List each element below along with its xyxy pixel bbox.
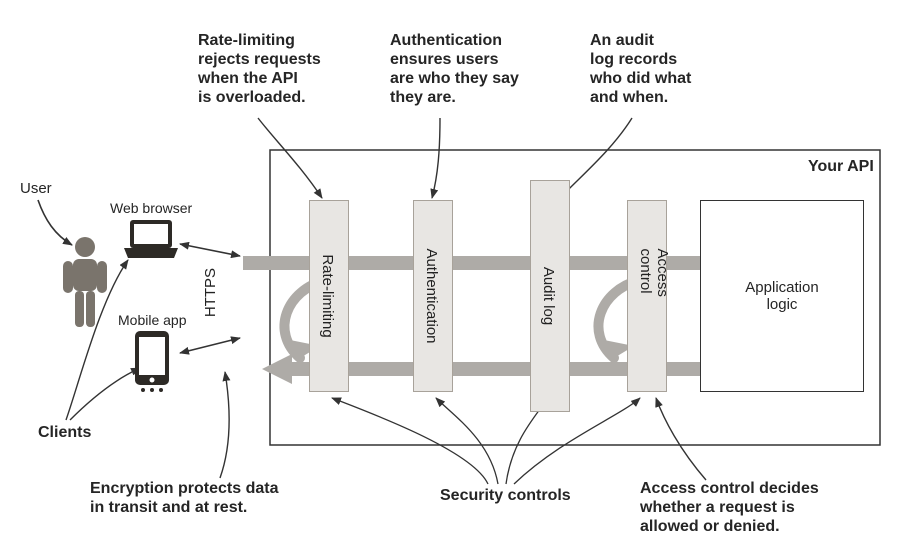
access-control-annotation: Access control decides whether a request…	[640, 480, 870, 537]
stage-access-control: Access control	[627, 200, 667, 392]
user-icon	[60, 235, 110, 335]
auth-annot-connector	[432, 118, 440, 198]
mobile-app-label: Mobile app	[118, 312, 187, 328]
security-controls-annotation: Security controls	[440, 487, 571, 506]
web-browser-label: Web browser	[110, 200, 192, 216]
security-to-auth	[436, 398, 498, 484]
phone-icon	[133, 330, 171, 394]
https-label: HTTPS	[202, 268, 219, 317]
stage-authentication-label: Authentication	[423, 248, 440, 343]
encryption-annotation: Encryption protects data in transit and …	[90, 480, 320, 518]
stage-audit-log-label: Audit log	[540, 267, 557, 325]
audit-annotation: An audit log records who did what and wh…	[590, 32, 740, 108]
security-to-rate	[332, 398, 488, 484]
stage-rate-limiting: Rate-limiting	[309, 200, 349, 392]
user-label: User	[20, 180, 52, 197]
access-annot-connector	[656, 398, 706, 480]
application-logic-label-1: Application	[745, 279, 818, 296]
stage-audit-log: Audit log	[530, 180, 570, 412]
stage-authentication: Authentication	[413, 200, 453, 392]
rate-annotation: Rate-limiting rejects requests when the …	[198, 32, 368, 108]
web-to-api-arrow	[180, 244, 240, 256]
laptop-icon	[122, 218, 180, 262]
clients-label: Clients	[38, 424, 91, 442]
application-logic-box: Application logic	[700, 200, 864, 392]
stage-rate-limiting-label: Rate-limiting	[319, 254, 336, 337]
auth-annotation: Authentication ensures users are who the…	[390, 32, 560, 108]
audit-annot-connector	[560, 118, 632, 198]
mobile-to-api-arrow	[180, 338, 240, 353]
encryption-connector	[220, 372, 229, 478]
application-logic-label-2: logic	[767, 296, 798, 313]
stage-access-control-label: Access control	[637, 249, 671, 344]
api-box-title: Your API	[808, 158, 874, 176]
rate-annot-connector	[258, 118, 322, 198]
